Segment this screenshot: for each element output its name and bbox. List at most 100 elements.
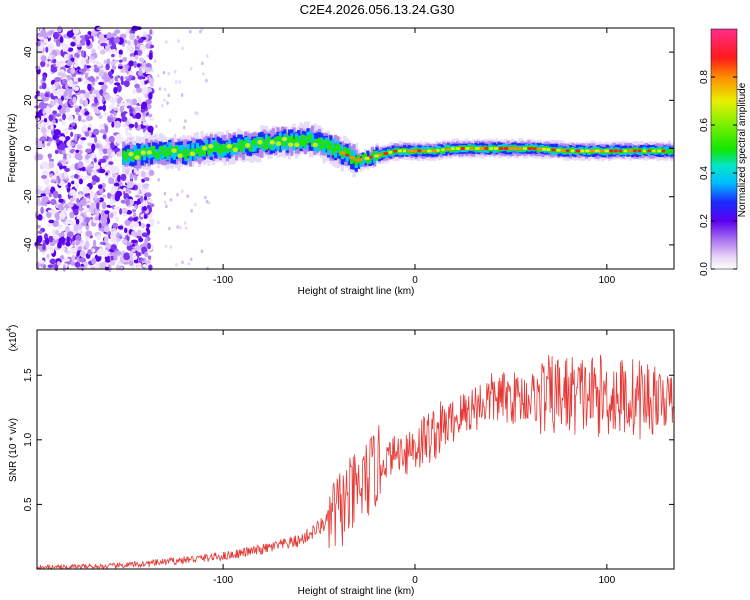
heatmap-noise-cell bbox=[84, 216, 91, 223]
colorbar-tick-label: 0.4 bbox=[699, 166, 710, 180]
heatmap-cell bbox=[642, 149, 646, 153]
heatmap-cell bbox=[140, 148, 144, 166]
heatmap-noise-cell bbox=[122, 187, 127, 192]
heatmap-cell bbox=[633, 149, 637, 153]
heatmap-noise-cell bbox=[101, 201, 107, 210]
heatmap-noise-cell bbox=[100, 37, 108, 42]
heatmap-noise-cell bbox=[66, 231, 74, 238]
chart-title: C2E4.2026.056.13.24.G30 bbox=[300, 2, 455, 17]
heatmap-noise-cell bbox=[87, 142, 93, 147]
heatmap-noise-cell bbox=[102, 104, 107, 112]
heatmap-noise-cell bbox=[46, 211, 52, 219]
snr-frame bbox=[36, 329, 675, 570]
heatmap-cell bbox=[368, 157, 372, 162]
heatmap-noise-cell bbox=[99, 124, 104, 129]
heatmap-noise-cell bbox=[144, 251, 149, 258]
heatmap-noise-cell bbox=[113, 205, 121, 211]
heatmap-noise-cell bbox=[136, 245, 140, 252]
heatmap-cell bbox=[195, 147, 202, 153]
heatmap-noise-cell bbox=[81, 126, 88, 132]
heatmap-cell bbox=[375, 156, 379, 161]
heatmap-noise-cell bbox=[113, 37, 120, 44]
heatmap-cell bbox=[575, 149, 581, 153]
heatmap-cell bbox=[354, 158, 360, 162]
heatmap-noise-cell bbox=[173, 133, 177, 138]
heatmap-cell bbox=[350, 150, 354, 162]
heatmap-cell bbox=[207, 147, 211, 155]
heatmap-cell bbox=[122, 152, 126, 165]
heatmap-cell bbox=[556, 148, 561, 152]
heatmap-noise-cell bbox=[96, 202, 100, 210]
heatmap-cell bbox=[623, 149, 628, 153]
heatmap-noise-cell bbox=[55, 229, 60, 235]
heatmap-noise-cell bbox=[45, 46, 49, 53]
heatmap-noise-cell bbox=[72, 26, 80, 35]
heatmap-noise-cell bbox=[90, 134, 96, 138]
heatmap-noise-cell bbox=[140, 108, 146, 113]
heatmap-noise-cell bbox=[97, 106, 104, 110]
heatmap-noise-cell bbox=[91, 81, 95, 86]
heatmap-noise-cell bbox=[96, 62, 103, 67]
heatmap-noise-cell bbox=[144, 260, 152, 264]
heatmap-noise-cell bbox=[37, 230, 43, 234]
heatmap-noise-cell bbox=[87, 249, 93, 256]
heatmap-noise-cell bbox=[48, 114, 54, 122]
heatmap-noise-cell bbox=[139, 195, 144, 203]
heatmap-cell bbox=[146, 149, 153, 156]
heatmap-noise-cell bbox=[44, 93, 49, 98]
heatmap-cell bbox=[386, 150, 391, 155]
heatmap-noise-cell bbox=[133, 217, 138, 222]
heatmap-cell bbox=[232, 146, 239, 153]
heatmap-noise-cell bbox=[141, 187, 147, 195]
heatmap-noise-cell bbox=[174, 80, 178, 84]
heatmap-cell bbox=[347, 150, 351, 157]
heatmap-noise-cell bbox=[90, 77, 96, 83]
heatmap-noise-cell bbox=[189, 66, 193, 71]
heatmap-noise-cell bbox=[135, 251, 142, 257]
heatmap-noise-cell bbox=[49, 158, 55, 163]
heatmap-noise-cell bbox=[39, 101, 45, 108]
heatmap-noise-cell bbox=[134, 83, 140, 89]
heatmap-cell bbox=[363, 153, 368, 158]
heatmap-noise-cell bbox=[84, 98, 88, 107]
heatmap-noise-cell bbox=[131, 41, 135, 46]
heatmap-noise-cell bbox=[148, 77, 154, 84]
heatmap-noise-cell bbox=[51, 228, 56, 235]
heatmap-cell bbox=[299, 134, 307, 141]
heatmap-noise-cell bbox=[54, 212, 61, 220]
heatmap-cell bbox=[617, 149, 621, 154]
heatmap-noise-cell bbox=[40, 193, 47, 197]
heatmap-cell bbox=[378, 153, 382, 157]
heatmap-cell bbox=[494, 147, 499, 150]
heatmap-cell bbox=[373, 156, 377, 164]
heatmap-cell bbox=[460, 147, 465, 150]
heatmap-noise-cell bbox=[38, 259, 45, 264]
heatmap-cell bbox=[670, 148, 674, 153]
heatmap-cell bbox=[244, 142, 251, 149]
heatmap-noise-cell bbox=[86, 115, 94, 121]
heatmap-noise-cell bbox=[63, 171, 68, 178]
heatmap-noise-cell bbox=[80, 50, 85, 58]
heatmap-noise-cell bbox=[133, 212, 137, 218]
heatmap-noise-cell bbox=[43, 102, 47, 109]
heatmap-noise-cell bbox=[137, 229, 142, 237]
heatmap-noise-cell bbox=[36, 224, 41, 229]
spectrogram-x-label: Height of straight line (km) bbox=[298, 286, 415, 297]
heatmap-noise-cell bbox=[98, 227, 105, 232]
heatmap-noise-cell bbox=[58, 203, 65, 211]
heatmap-cell bbox=[374, 154, 379, 158]
heatmap-cell bbox=[402, 149, 407, 153]
colorbar-label: Normalized spectral amplitude bbox=[737, 82, 748, 217]
colorbar-gradient bbox=[710, 28, 738, 270]
heatmap-noise-cell bbox=[105, 242, 112, 249]
heatmap-noise-cell bbox=[85, 148, 92, 154]
heatmap-cell bbox=[122, 150, 126, 158]
heatmap-noise-cell bbox=[42, 243, 46, 251]
heatmap-cell bbox=[287, 141, 294, 148]
heatmap-cell bbox=[297, 135, 301, 148]
heatmap-noise-cell bbox=[104, 236, 109, 244]
heatmap-noise-cell bbox=[111, 168, 116, 174]
heatmap-cell bbox=[202, 148, 206, 156]
heatmap-noise-cell bbox=[122, 56, 128, 62]
heatmap-noise-cell bbox=[103, 112, 108, 117]
